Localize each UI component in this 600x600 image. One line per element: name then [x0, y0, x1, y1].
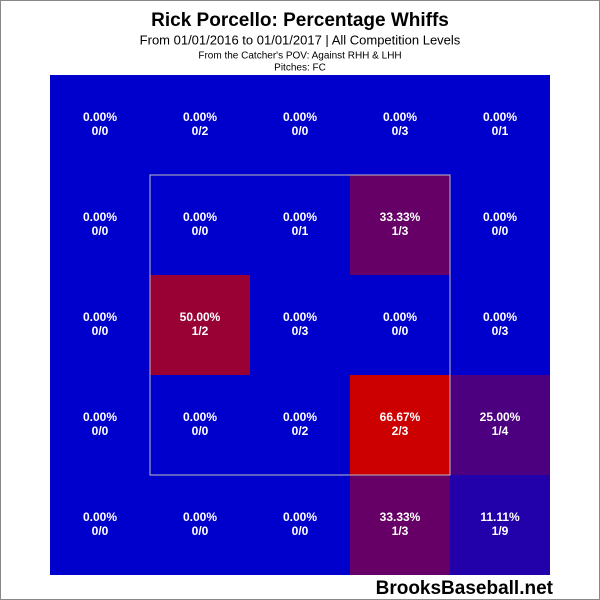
heatmap-cell	[250, 375, 350, 475]
cell-value-label: 0.00%	[83, 210, 117, 224]
cell-count-label: 0/3	[292, 324, 309, 338]
heatmap-cell	[50, 475, 150, 575]
cell-value-label: 0.00%	[283, 510, 317, 524]
cell-value-label: 0.00%	[183, 410, 217, 424]
heatmap-cell	[150, 75, 250, 175]
cell-count-label: 0/0	[292, 124, 309, 138]
cell-value-label: 66.67%	[380, 410, 421, 424]
cell-value-label: 25.00%	[480, 410, 521, 424]
cell-value-label: 0.00%	[283, 110, 317, 124]
cell-value-label: 0.00%	[83, 110, 117, 124]
cell-value-label: 0.00%	[83, 310, 117, 324]
heatmap-grid: 0.00%0/00.00%0/20.00%0/00.00%0/30.00%0/1…	[50, 75, 550, 575]
cell-value-label: 0.00%	[183, 210, 217, 224]
cell-count-label: 0/2	[292, 424, 309, 438]
cell-value-label: 0.00%	[483, 110, 517, 124]
cell-value-label: 0.00%	[283, 310, 317, 324]
cell-count-label: 0/0	[192, 524, 209, 538]
heatmap-cell	[350, 475, 450, 575]
heatmap-cell	[350, 75, 450, 175]
cell-count-label: 0/2	[192, 124, 209, 138]
cell-count-label: 0/0	[392, 324, 409, 338]
cell-count-label: 0/0	[192, 424, 209, 438]
cell-count-label: 0/0	[92, 424, 109, 438]
cell-count-label: 1/3	[392, 524, 409, 538]
cell-value-label: 11.11%	[480, 510, 520, 524]
heatmap-cell	[450, 75, 550, 175]
cell-value-label: 0.00%	[83, 510, 117, 524]
cell-value-label: 0.00%	[483, 310, 517, 324]
chart-subtitle: From 01/01/2016 to 01/01/2017 | All Comp…	[140, 32, 461, 47]
cell-count-label: 0/3	[392, 124, 409, 138]
cell-count-label: 0/1	[492, 124, 509, 138]
cell-count-label: 1/2	[192, 324, 209, 338]
cell-count-label: 1/9	[492, 524, 509, 538]
cell-count-label: 1/3	[392, 224, 409, 238]
cell-count-label: 0/0	[92, 224, 109, 238]
heatmap-cell	[450, 475, 550, 575]
cell-value-label: 0.00%	[383, 110, 417, 124]
cell-value-label: 0.00%	[183, 510, 217, 524]
cell-count-label: 0/0	[92, 524, 109, 538]
heatmap-cell	[450, 175, 550, 275]
heatmap-cell	[50, 275, 150, 375]
cell-count-label: 0/3	[492, 324, 509, 338]
cell-count-label: 0/0	[92, 124, 109, 138]
heatmap-cell	[250, 275, 350, 375]
heatmap-cell	[250, 175, 350, 275]
heatmap-cell	[150, 275, 250, 375]
cell-value-label: 33.33%	[380, 210, 421, 224]
cell-value-label: 0.00%	[483, 210, 517, 224]
heatmap-cell	[50, 75, 150, 175]
heatmap-cell	[50, 375, 150, 475]
heatmap-cell	[350, 375, 450, 475]
heatmap-cell	[150, 175, 250, 275]
heatmap-cell	[250, 475, 350, 575]
chart-note: Pitches: FC	[274, 63, 326, 74]
cell-value-label: 0.00%	[283, 410, 317, 424]
chart-note: From the Catcher's POV: Against RHH & LH…	[198, 51, 401, 62]
heatmap-cell	[350, 175, 450, 275]
heatmap-cell	[150, 475, 250, 575]
cell-count-label: 0/1	[292, 224, 309, 238]
heatmap-cell	[150, 375, 250, 475]
heatmap-cell	[350, 275, 450, 375]
cell-value-label: 33.33%	[380, 510, 421, 524]
cell-count-label: 1/4	[492, 424, 509, 438]
chart-title: Rick Porcello: Percentage Whiffs	[151, 10, 449, 31]
heatmap-cell	[250, 75, 350, 175]
cell-value-label: 50.00%	[180, 310, 221, 324]
cell-value-label: 0.00%	[383, 310, 417, 324]
strike-zone	[149, 174, 451, 476]
heatmap-cell	[50, 175, 150, 275]
cell-count-label: 0/0	[492, 224, 509, 238]
cell-count-label: 0/0	[292, 524, 309, 538]
heatmap-cell	[450, 275, 550, 375]
cell-value-label: 0.00%	[83, 410, 117, 424]
cell-value-label: 0.00%	[283, 210, 317, 224]
cell-value-label: 0.00%	[183, 110, 217, 124]
cell-count-label: 0/0	[192, 224, 209, 238]
watermark: BrooksBaseball.net	[376, 578, 554, 599]
cell-count-label: 2/3	[392, 424, 409, 438]
cell-count-label: 0/0	[92, 324, 109, 338]
heatmap-cell	[450, 375, 550, 475]
